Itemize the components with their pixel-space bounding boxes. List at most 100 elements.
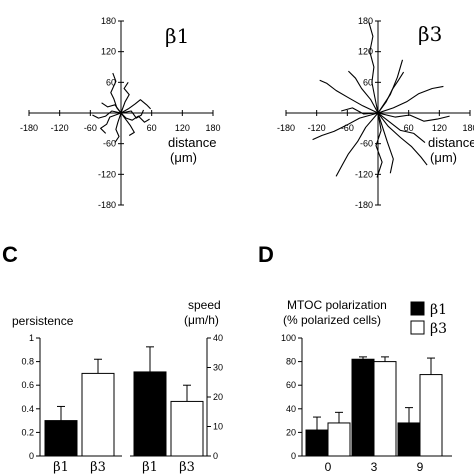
mtoc-y-tick-label: 20 xyxy=(286,427,296,437)
panel-a-x-tick-label: 60 xyxy=(147,123,157,133)
persistence-x-tick-label: β1 xyxy=(53,460,69,474)
panel-a-xlabel: distance xyxy=(168,135,216,150)
panel-a-y-tick-label: 180 xyxy=(101,16,116,26)
panel-a: -180 -120 -60 60 120 180 180 120 60 -60 -120 -180 β… xyxy=(20,16,221,210)
panel-a-xunit: (μm) xyxy=(170,150,197,165)
panel-a-y-tick-label: -60 xyxy=(103,139,116,149)
persistence-y-tick-label: 0.6 xyxy=(21,380,34,390)
mtoc-x-tick-label: 0 xyxy=(325,460,332,474)
legend-label-beta1: β1 xyxy=(430,302,447,318)
panel-b-x-tick-label: -60 xyxy=(341,123,354,133)
speed-y-tick-label: 0 xyxy=(213,451,218,461)
panel-b-title: β3 xyxy=(418,22,442,46)
speed-yunit: (μm/h) xyxy=(184,313,219,327)
panel-a-x-tick-label: -120 xyxy=(51,123,69,133)
panel-a-x-tick-label: -180 xyxy=(20,123,38,133)
speed-bar xyxy=(133,371,167,457)
mtoc-bar xyxy=(373,361,397,457)
panel-b-x-tick-label: 60 xyxy=(404,123,414,133)
mtoc-yunit: (% polarized cells) xyxy=(283,313,381,327)
panel-b-track xyxy=(375,112,383,178)
mtoc-y-tick-label: 60 xyxy=(286,380,296,390)
mtoc-bar xyxy=(419,374,443,457)
panel-a-track xyxy=(120,112,135,136)
mtoc-y-tick-label: 0 xyxy=(291,451,296,461)
panel-b-track xyxy=(377,112,394,174)
panel-label-c: C xyxy=(2,242,18,267)
panel-a-track xyxy=(100,112,122,134)
speed-x-tick-label: β3 xyxy=(179,460,195,474)
panel-a-track xyxy=(120,109,145,119)
mtoc-y-tick-label: 100 xyxy=(281,333,296,343)
panel-b-x-tick-label: -120 xyxy=(308,123,326,133)
persistence-y-tick-label: 0 xyxy=(29,451,34,461)
panel-b-x-tick-label: -180 xyxy=(277,123,295,133)
panel-b-y-tick-label: -180 xyxy=(355,200,373,210)
mtoc-bar xyxy=(351,358,375,457)
panel-b-track xyxy=(377,112,450,122)
panel-b-track xyxy=(377,59,404,114)
panel-b-track xyxy=(348,70,379,114)
persistence-y-tick-label: 0.4 xyxy=(21,404,34,414)
panel-a-y-tick-label: 60 xyxy=(106,77,116,87)
panel-b-y-tick-label: -60 xyxy=(360,139,373,149)
speed-bar xyxy=(170,400,204,457)
speed-y-tick-label: 30 xyxy=(213,363,223,373)
panel-b-track xyxy=(368,21,379,114)
panel-a-track xyxy=(92,110,122,119)
mtoc-y-tick-label: 80 xyxy=(286,357,296,367)
panel-a-y-tick-label: 120 xyxy=(101,47,116,57)
panel-b-xlabel: distance xyxy=(428,135,474,150)
legend-swatch-beta1 xyxy=(410,301,425,316)
persistence-y-tick-label: 1 xyxy=(29,333,34,343)
mtoc-bar xyxy=(305,429,329,457)
panel-a-track xyxy=(120,81,130,114)
panel-b-track xyxy=(335,112,379,177)
panel-b-track xyxy=(341,107,379,115)
panel-a-track xyxy=(120,99,151,114)
panel-c: persistence speed (μm/h) 0 0.2 0.4 0.6 0.8 1 β… xyxy=(12,298,223,474)
mtoc-x-tick-label: 9 xyxy=(417,460,424,474)
mtoc-ylabel: MTOC polarization xyxy=(287,298,387,312)
speed-y-tick-label: 10 xyxy=(213,422,223,432)
mtoc-y-tick-label: 40 xyxy=(286,404,296,414)
mtoc-x-tick-label: 3 xyxy=(371,460,378,474)
persistence-y-tick-label: 0.2 xyxy=(21,427,34,437)
panel-b-track xyxy=(377,85,444,114)
persistence-chart: 0 0.2 0.4 0.6 0.8 1 β1 β3 xyxy=(21,333,122,474)
panel-a-x-tick-label: -60 xyxy=(84,123,97,133)
panel-a-y-tick-label: -180 xyxy=(98,200,116,210)
persistence-bar xyxy=(44,420,78,457)
panel-d: MTOC polarization (% polarized cells) 0 2… xyxy=(281,298,452,474)
persistence-ylabel: persistence xyxy=(12,314,74,328)
mtoc-chart: 0 20 40 60 80 100 0 3 9 xyxy=(281,333,452,474)
mtoc-bar xyxy=(397,422,421,457)
panel-a-track xyxy=(120,112,150,123)
speed-x-tick-label: β1 xyxy=(142,460,158,474)
panel-b-y-tick-label: 180 xyxy=(358,16,373,26)
panel-a-tracks xyxy=(92,72,151,143)
persistence-x-tick-label: β3 xyxy=(90,460,106,474)
panel-label-d: D xyxy=(258,242,274,267)
persistence-bar xyxy=(81,372,115,457)
panel-b-y-tick-label: -120 xyxy=(355,169,373,179)
panel-a-x-tick-label: 120 xyxy=(175,123,190,133)
panel-b-x-tick-label: 180 xyxy=(462,123,474,133)
panel-a-x-tick-label: 180 xyxy=(205,123,220,133)
speed-y-tick-label: 40 xyxy=(213,333,223,343)
panel-a-y-tick-label: -120 xyxy=(98,169,116,179)
panel-a-track xyxy=(114,112,122,143)
panel-b-y-tick-label: 120 xyxy=(358,47,373,57)
persistence-y-tick-label: 0.8 xyxy=(21,357,34,367)
panel-b-xunit: (μm) xyxy=(430,150,457,165)
panel-b-y-tick-label: 60 xyxy=(363,77,373,87)
legend-swatch-beta3 xyxy=(410,320,425,335)
panel-a-track xyxy=(101,102,122,114)
mtoc-bar xyxy=(327,422,351,457)
mtoc-legend: β1 β3 xyxy=(410,301,447,337)
speed-ylabel: speed xyxy=(188,298,221,312)
panel-b-track xyxy=(377,112,426,144)
panel-a-axes: -180 -120 -60 60 120 180 180 120 60 -60 -120 -180 xyxy=(20,16,221,210)
legend-label-beta3: β3 xyxy=(430,321,447,337)
